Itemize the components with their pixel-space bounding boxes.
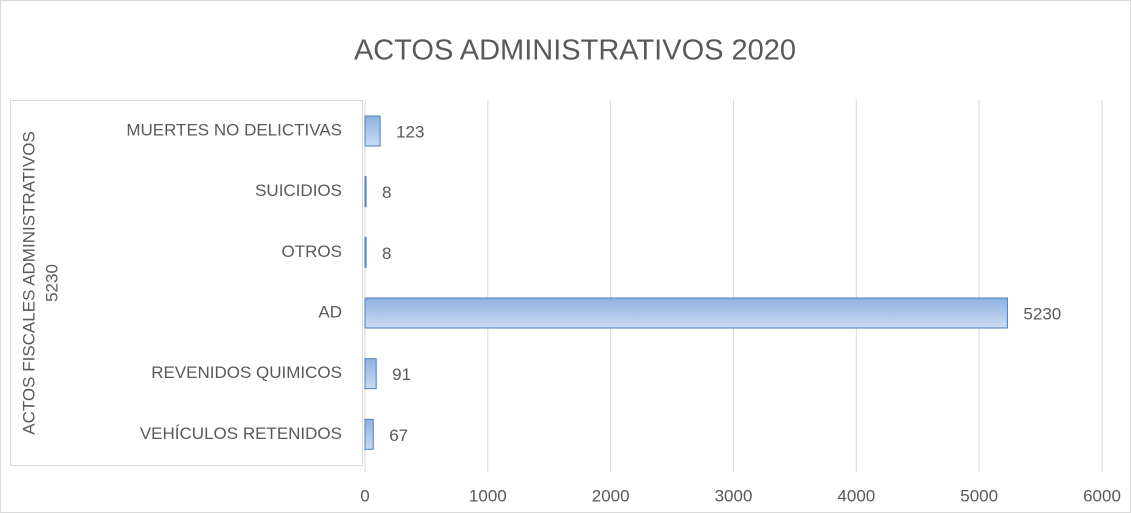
y-tick-label: REVENIDOS QUIMICOS bbox=[151, 363, 342, 382]
x-tick-label: 3000 bbox=[715, 486, 753, 505]
bar bbox=[364, 358, 377, 390]
x-tick-label: 2000 bbox=[592, 486, 630, 505]
x-tick-label: 5000 bbox=[960, 486, 998, 505]
x-tick-label: 6000 bbox=[1083, 486, 1121, 505]
bar bbox=[364, 418, 374, 450]
x-tick-label: 4000 bbox=[837, 486, 875, 505]
category-group-box bbox=[10, 100, 363, 466]
y-tick-label: MUERTES NO DELICTIVAS bbox=[126, 120, 342, 139]
data-label: 8 bbox=[382, 183, 391, 202]
y-tick-label: AD bbox=[318, 302, 342, 321]
x-tick-label: 0 bbox=[360, 486, 369, 505]
bar bbox=[364, 176, 367, 208]
bar bbox=[364, 115, 381, 147]
category-group-value: 5230 bbox=[42, 264, 61, 302]
bar bbox=[364, 297, 1008, 329]
chart-title: ACTOS ADMINISTRATIVOS 2020 bbox=[354, 35, 796, 67]
y-tick-label: VEHÍCULOS RETENIDOS bbox=[140, 424, 342, 443]
data-label: 8 bbox=[382, 244, 391, 263]
y-tick-label: OTROS bbox=[282, 242, 342, 261]
data-label: 5230 bbox=[1023, 304, 1061, 323]
data-label: 67 bbox=[389, 426, 408, 445]
bar bbox=[364, 236, 367, 268]
y-tick-label: SUICIDIOS bbox=[255, 181, 342, 200]
category-group-label: ACTOS FISCALES ADMINISTRATIVOS bbox=[19, 131, 38, 435]
data-label: 91 bbox=[392, 365, 411, 384]
x-tick-label: 1000 bbox=[469, 486, 507, 505]
data-label: 123 bbox=[396, 122, 424, 141]
